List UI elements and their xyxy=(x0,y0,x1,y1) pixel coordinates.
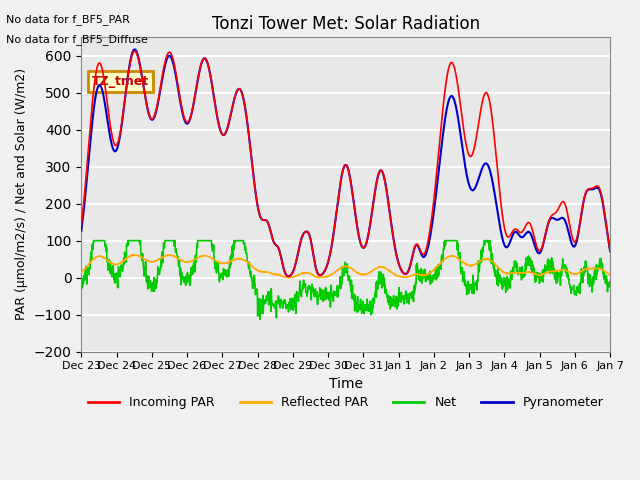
Reflected PAR xyxy=(182,259,190,265)
Incoming PAR xyxy=(255,207,262,213)
Incoming PAR xyxy=(285,274,292,279)
Incoming PAR xyxy=(428,211,436,217)
Net xyxy=(544,267,552,273)
Net xyxy=(256,316,264,322)
Pyranometer xyxy=(195,70,203,75)
Pyranometer xyxy=(544,222,552,228)
Incoming PAR xyxy=(77,222,85,228)
Net xyxy=(90,238,98,243)
Net xyxy=(497,275,505,281)
Net xyxy=(77,277,85,283)
Line: Reflected PAR: Reflected PAR xyxy=(81,255,610,277)
Net xyxy=(606,281,614,287)
Pyranometer xyxy=(497,230,505,236)
Y-axis label: PAR (μmol/m2/s) / Net and Solar (W/m2): PAR (μmol/m2/s) / Net and Solar (W/m2) xyxy=(15,68,28,321)
Reflected PAR xyxy=(544,269,552,275)
Net xyxy=(182,281,190,287)
Text: No data for f_BF5_PAR: No data for f_BF5_PAR xyxy=(6,14,131,25)
Incoming PAR xyxy=(544,221,552,227)
Text: No data for f_BF5_Diffuse: No data for f_BF5_Diffuse xyxy=(6,34,148,45)
Reflected PAR xyxy=(428,268,436,274)
Reflected PAR xyxy=(77,269,85,275)
Text: TZ_tmet: TZ_tmet xyxy=(92,75,149,88)
Pyranometer xyxy=(428,221,436,227)
Reflected PAR xyxy=(195,254,203,260)
Legend: Incoming PAR, Reflected PAR, Net, Pyranometer: Incoming PAR, Reflected PAR, Net, Pyrano… xyxy=(83,391,609,414)
Incoming PAR xyxy=(131,48,138,54)
Pyranometer xyxy=(255,207,262,213)
Pyranometer xyxy=(131,47,138,52)
Pyranometer xyxy=(606,248,614,254)
Reflected PAR xyxy=(606,272,614,277)
Line: Net: Net xyxy=(81,240,610,319)
Incoming PAR xyxy=(606,248,614,253)
Reflected PAR xyxy=(131,252,138,258)
Reflected PAR xyxy=(497,267,505,273)
X-axis label: Time: Time xyxy=(329,377,363,391)
Line: Pyranometer: Pyranometer xyxy=(81,49,610,276)
Incoming PAR xyxy=(195,69,203,75)
Line: Incoming PAR: Incoming PAR xyxy=(81,51,610,276)
Incoming PAR xyxy=(182,119,190,125)
Pyranometer xyxy=(182,120,190,126)
Pyranometer xyxy=(285,274,292,279)
Reflected PAR xyxy=(255,268,262,274)
Reflected PAR xyxy=(285,275,293,280)
Net xyxy=(255,310,262,315)
Title: Tonzi Tower Met: Solar Radiation: Tonzi Tower Met: Solar Radiation xyxy=(212,15,480,33)
Incoming PAR xyxy=(497,204,505,209)
Net xyxy=(195,238,203,243)
Pyranometer xyxy=(77,228,85,233)
Net xyxy=(428,279,436,285)
